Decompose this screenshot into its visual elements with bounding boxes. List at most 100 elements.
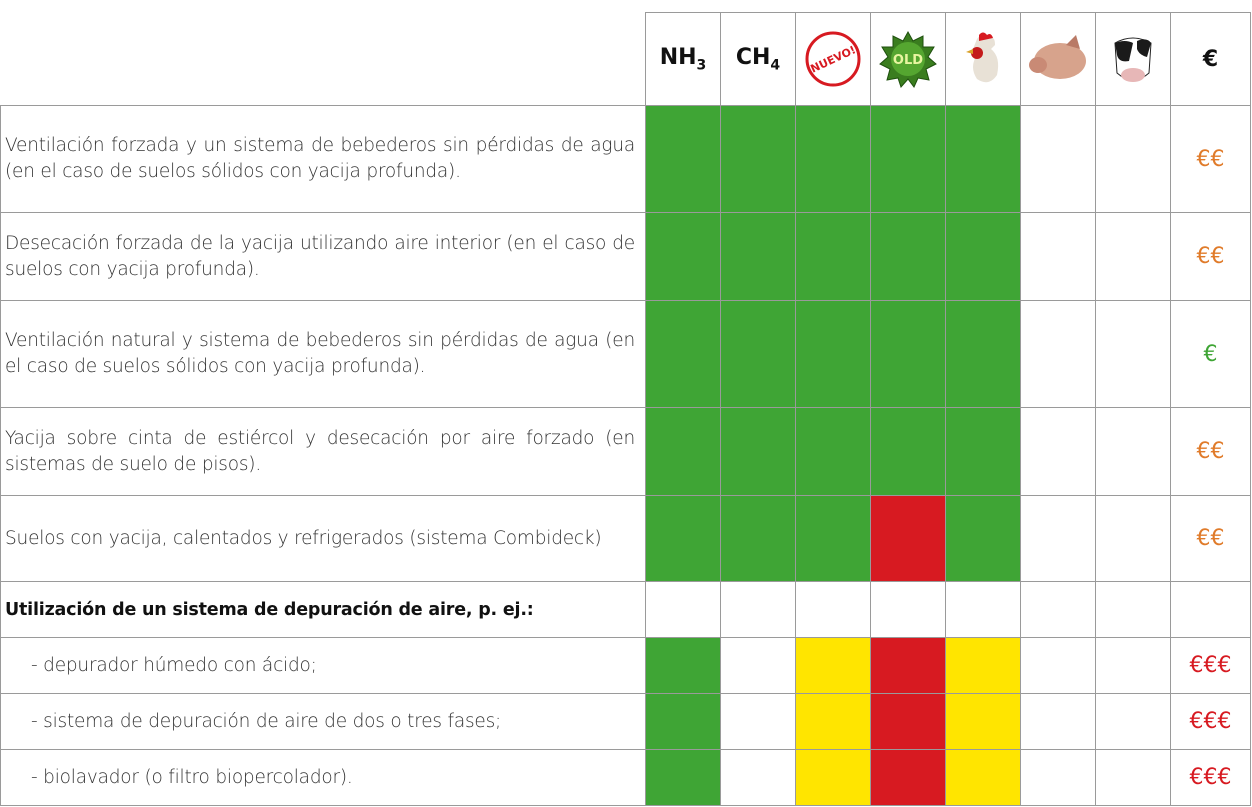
chicken-icon <box>966 32 999 83</box>
rating-cell <box>870 495 946 582</box>
empty-cell <box>1020 300 1096 408</box>
rating-cell <box>945 300 1021 408</box>
rating-cell <box>795 495 871 582</box>
header-nh3: NH3 <box>645 12 721 106</box>
rating-cell <box>795 637 871 694</box>
empty-cell <box>1095 749 1171 806</box>
empty-cell <box>1020 407 1096 496</box>
rating-cell <box>720 212 796 301</box>
rating-cell <box>645 749 721 806</box>
empty-cell <box>1020 581 1096 638</box>
empty-cell <box>1095 637 1171 694</box>
rating-cell <box>945 693 1021 750</box>
rating-cell <box>945 495 1021 582</box>
table-row: - sistema de depuración de aire de dos o… <box>0 693 1251 750</box>
rating-cell <box>645 637 721 694</box>
rating-cell <box>795 407 871 496</box>
cost-cell: €€€ <box>1170 637 1251 694</box>
empty-cell <box>1095 693 1171 750</box>
empty-cell <box>1095 407 1171 496</box>
empty-cell <box>720 693 796 750</box>
rating-cell <box>795 105 871 213</box>
rating-cell <box>870 407 946 496</box>
table-row: Suelos con yacija, calentados y refriger… <box>0 495 1251 582</box>
header-old: OLD <box>870 12 946 106</box>
rating-cell <box>870 749 946 806</box>
header-text: CH <box>735 44 771 70</box>
cost-cell <box>1170 581 1251 638</box>
rating-cell <box>945 105 1021 213</box>
row-label: Desecación forzada de la yacija utilizan… <box>0 212 646 301</box>
empty-cell <box>1020 495 1096 582</box>
rating-cell <box>720 407 796 496</box>
row-label: Ventilación forzada y un sistema de bebe… <box>0 105 646 213</box>
rating-cell <box>870 300 946 408</box>
empty-cell <box>720 581 796 638</box>
empty-cell <box>1095 495 1171 582</box>
rating-cell <box>720 495 796 582</box>
empty-cell <box>945 581 1021 638</box>
cost-cell: €€€ <box>1170 749 1251 806</box>
rating-cell <box>795 212 871 301</box>
table-row: Yacija sobre cinta de estiércol y deseca… <box>0 407 1251 496</box>
table: NH3 CH4 NUEVO! OLD € Ventilación forzada… <box>0 12 1251 806</box>
header-new: NUEVO! <box>795 12 871 106</box>
table-row: Desecación forzada de la yacija utilizan… <box>0 212 1251 301</box>
cost-cell: €€€ <box>1170 693 1251 750</box>
empty-cell <box>1020 105 1096 213</box>
pig-icon <box>1029 35 1086 79</box>
row-label: Yacija sobre cinta de estiércol y deseca… <box>0 407 646 496</box>
rating-cell <box>945 637 1021 694</box>
rating-cell <box>870 637 946 694</box>
empty-cell <box>720 637 796 694</box>
table-row: Utilización de un sistema de depuración … <box>0 581 1251 638</box>
empty-cell <box>1020 637 1096 694</box>
rating-cell <box>945 407 1021 496</box>
table-row: Ventilación natural y sistema de bebeder… <box>0 300 1251 408</box>
empty-cell <box>1020 749 1096 806</box>
rating-cell <box>945 749 1021 806</box>
row-label: - depurador húmedo con ácido; <box>0 637 646 694</box>
cost-cell: € <box>1170 300 1251 408</box>
cost-cell: €€ <box>1170 105 1251 213</box>
header-pig <box>1020 12 1096 106</box>
rating-cell <box>645 105 721 213</box>
rating-cell <box>720 300 796 408</box>
empty-cell <box>1095 212 1171 301</box>
rating-cell <box>795 749 871 806</box>
header-subscript: 4 <box>770 57 781 74</box>
table-row: Ventilación forzada y un sistema de bebe… <box>0 105 1251 213</box>
header-ch4: CH4 <box>720 12 796 106</box>
rating-cell <box>645 407 721 496</box>
empty-cell <box>870 581 946 638</box>
rating-cell <box>870 693 946 750</box>
empty-cell <box>720 749 796 806</box>
cost-cell: €€ <box>1170 212 1251 301</box>
header-cost: € <box>1170 12 1251 106</box>
rating-cell <box>645 300 721 408</box>
header-cow <box>1095 12 1171 106</box>
cost-cell: €€ <box>1170 407 1251 496</box>
row-label: Suelos con yacija, calentados y refriger… <box>0 495 646 582</box>
empty-cell <box>795 581 871 638</box>
empty-cell <box>1020 212 1096 301</box>
badge-text: OLD <box>893 53 923 68</box>
header-text: NH <box>659 44 697 70</box>
empty-cell <box>1020 693 1096 750</box>
rating-cell <box>795 693 871 750</box>
rating-cell <box>795 300 871 408</box>
new-badge: NUEVO! <box>805 31 861 87</box>
header-chicken <box>945 12 1021 106</box>
table-row: - depurador húmedo con ácido; €€€ <box>0 637 1251 694</box>
empty-cell <box>1095 581 1171 638</box>
empty-cell <box>1095 105 1171 213</box>
row-label: - biolavador (o filtro biopercolador). <box>0 749 646 806</box>
empty-cell <box>645 581 721 638</box>
rating-cell <box>870 212 946 301</box>
cow-icon <box>1114 37 1152 82</box>
rating-cell <box>645 495 721 582</box>
rating-cell <box>645 693 721 750</box>
table-row: - biolavador (o filtro biopercolador). €€… <box>0 749 1251 806</box>
